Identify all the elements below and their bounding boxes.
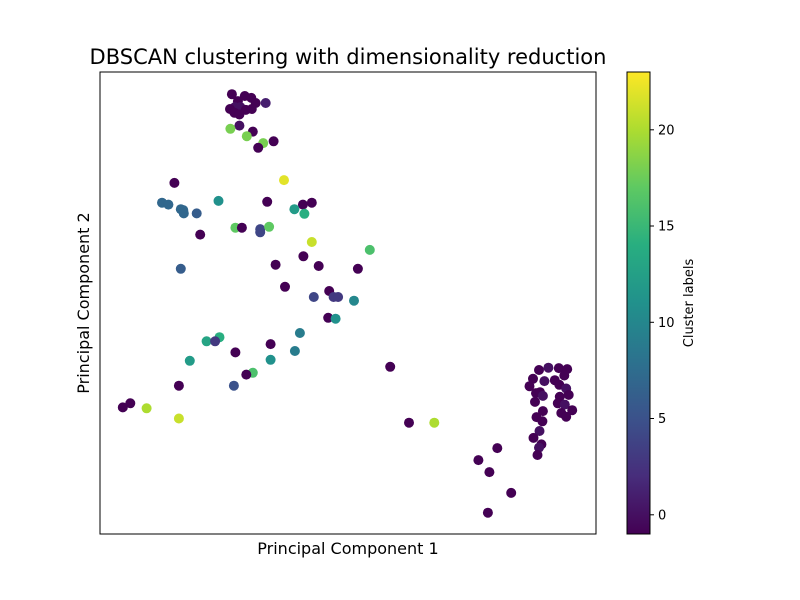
data-point bbox=[473, 455, 484, 466]
data-point bbox=[524, 381, 535, 392]
data-point bbox=[299, 208, 310, 219]
colorbar-tick-label: 5 bbox=[658, 412, 666, 427]
data-point bbox=[323, 312, 334, 323]
data-point bbox=[294, 328, 305, 338]
data-point bbox=[253, 142, 264, 153]
data-point bbox=[534, 442, 544, 453]
data-point bbox=[255, 227, 266, 238]
data-point bbox=[184, 355, 195, 366]
data-point bbox=[289, 204, 300, 215]
data-point bbox=[534, 426, 545, 436]
data-point bbox=[260, 98, 271, 108]
data-point bbox=[559, 399, 570, 410]
data-point bbox=[125, 398, 136, 409]
colorbar bbox=[626, 71, 651, 535]
colorbar-tick-label: 15 bbox=[658, 220, 675, 235]
colorbar-tick-label: 10 bbox=[658, 316, 675, 331]
colorbar-tick-label: 20 bbox=[658, 123, 675, 138]
data-point bbox=[173, 380, 184, 391]
data-point bbox=[484, 467, 495, 478]
data-point bbox=[532, 450, 543, 460]
data-point bbox=[117, 402, 128, 413]
data-point bbox=[268, 136, 279, 147]
data-point bbox=[241, 369, 252, 380]
data-point bbox=[429, 417, 440, 428]
data-point bbox=[537, 406, 548, 417]
data-point bbox=[141, 403, 152, 414]
data-point bbox=[262, 196, 273, 207]
data-point bbox=[195, 229, 206, 240]
plot-frame bbox=[99, 71, 597, 535]
data-point bbox=[492, 443, 503, 454]
data-point bbox=[297, 199, 308, 210]
data-point bbox=[279, 175, 289, 186]
data-point bbox=[213, 195, 224, 206]
colorbar-tick-label: 0 bbox=[658, 508, 666, 523]
data-point bbox=[404, 417, 414, 428]
data-point bbox=[230, 347, 241, 358]
data-point bbox=[226, 89, 237, 100]
data-point bbox=[528, 373, 538, 384]
data-point bbox=[349, 295, 359, 306]
data-point bbox=[191, 208, 202, 219]
points-layer bbox=[117, 89, 578, 518]
data-point bbox=[543, 362, 554, 373]
data-point bbox=[298, 251, 309, 262]
data-point bbox=[561, 411, 572, 422]
data-point bbox=[313, 261, 324, 271]
data-point bbox=[234, 120, 245, 131]
data-point bbox=[506, 487, 517, 498]
data-point bbox=[482, 507, 493, 518]
data-point bbox=[563, 389, 574, 400]
x-axis-label: Principal Component 1 bbox=[257, 539, 438, 558]
data-point bbox=[169, 177, 180, 188]
chart-title: DBSCAN clustering with dimensionality re… bbox=[90, 45, 607, 69]
colorbar-ticks: 0 5 10 15 20 bbox=[650, 123, 675, 523]
data-point bbox=[265, 354, 276, 365]
data-point bbox=[234, 109, 245, 120]
data-point bbox=[333, 292, 344, 302]
data-point bbox=[201, 336, 212, 347]
data-point bbox=[228, 380, 239, 391]
data-point bbox=[173, 413, 184, 424]
data-point bbox=[330, 313, 341, 324]
data-point bbox=[265, 339, 276, 350]
data-point bbox=[175, 263, 186, 274]
data-point bbox=[306, 197, 317, 208]
data-point bbox=[530, 396, 540, 407]
data-point bbox=[352, 263, 363, 274]
data-point bbox=[270, 259, 281, 270]
data-point bbox=[539, 376, 550, 387]
data-point bbox=[364, 244, 375, 255]
colorbar-label: Cluster labels bbox=[682, 259, 697, 348]
data-point bbox=[178, 208, 189, 219]
data-point bbox=[562, 364, 573, 375]
data-point bbox=[225, 123, 236, 134]
data-point bbox=[210, 336, 221, 347]
data-point bbox=[280, 281, 290, 292]
data-point bbox=[264, 221, 275, 232]
data-point bbox=[306, 237, 317, 247]
data-point bbox=[553, 363, 564, 374]
data-point bbox=[163, 199, 174, 210]
data-point bbox=[385, 361, 396, 372]
data-point bbox=[241, 131, 252, 142]
data-point bbox=[537, 390, 548, 401]
data-point bbox=[308, 292, 319, 302]
data-point bbox=[537, 416, 548, 427]
y-axis-label: Principal Component 2 bbox=[74, 212, 93, 393]
data-point bbox=[236, 222, 247, 233]
data-point bbox=[289, 346, 300, 356]
data-point bbox=[534, 365, 544, 375]
data-point bbox=[246, 104, 257, 114]
data-point bbox=[528, 432, 539, 443]
data-point bbox=[567, 405, 578, 416]
